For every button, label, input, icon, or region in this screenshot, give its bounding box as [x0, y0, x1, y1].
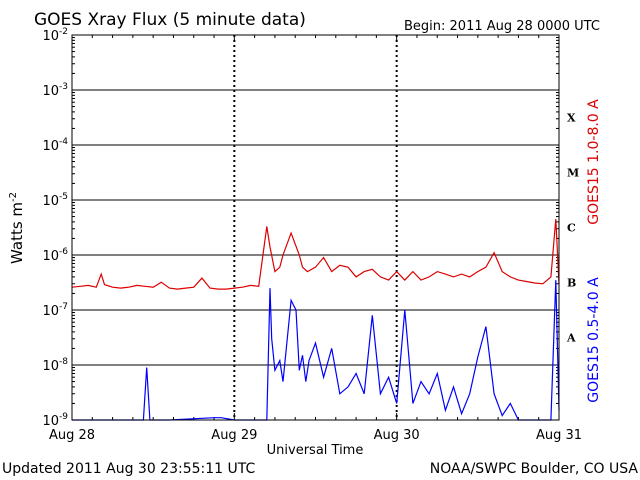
- x-tick-label-2: Aug 30: [374, 428, 420, 443]
- y-tick-exp-6: -3: [59, 82, 68, 92]
- flare-class-m: M: [567, 167, 579, 180]
- y-tick-label-2: 10-7: [42, 302, 68, 319]
- x-axis-label: Universal Time: [267, 443, 364, 458]
- begin-date: Begin: 2011 Aug 28 0000 UTC: [404, 19, 600, 34]
- y-tick-label-7: 10-2: [42, 27, 68, 44]
- y-tick-exp-5: -4: [59, 137, 68, 147]
- y-tick-exp-1: -8: [59, 357, 68, 367]
- x-tick-label-1: Aug 29: [211, 428, 257, 443]
- legend-short-channel: GOES15 0.5-4.0 A: [586, 277, 602, 403]
- y-tick-label-0: 10-9: [42, 412, 68, 429]
- flare-class-c: C: [567, 222, 576, 235]
- y-tick-exp-0: -9: [59, 412, 68, 422]
- x-tick-label-3: Aug 31: [536, 428, 582, 443]
- day-markers: [233, 35, 398, 420]
- y-axis-label-text: Watts m: [8, 202, 26, 264]
- plot-frame: [71, 34, 560, 421]
- y-tick-exp-4: -5: [59, 192, 68, 202]
- y-tick-exp-2: -7: [59, 302, 68, 312]
- flare-class-x: X: [567, 112, 576, 125]
- x-axis-ticks: Aug 28 Aug 29 Aug 30 Aug 31: [49, 35, 582, 443]
- legend-long-channel: GOES15 1.0-8.0 A: [586, 99, 602, 225]
- y-tick-base-3: 10: [42, 249, 59, 264]
- y-tick-exp-3: -6: [59, 247, 68, 257]
- grid-lines: [72, 89, 559, 366]
- y-tick-base-5: 10: [42, 139, 59, 154]
- y-tick-label-6: 10-3: [42, 82, 68, 99]
- y-axis-label-sup: -2: [8, 192, 19, 202]
- y-tick-label-3: 10-6: [42, 247, 68, 264]
- y-tick-base-7: 10: [42, 29, 59, 44]
- series-group: [71, 219, 560, 421]
- credit-text: NOAA/SWPC Boulder, CO USA: [430, 461, 639, 477]
- series-line-1: [72, 280, 560, 421]
- y-axis-ticks: 10-910-810-710-610-510-410-310-2: [42, 27, 559, 429]
- y-axis-label: Watts m-2: [8, 192, 26, 264]
- y-tick-base-2: 10: [42, 304, 59, 319]
- y-tick-base-0: 10: [42, 414, 59, 429]
- series-line-0: [71, 219, 560, 290]
- x-tick-label-0: Aug 28: [49, 428, 95, 443]
- flare-class-b: B: [567, 277, 576, 290]
- updated-timestamp: Updated 2011 Aug 30 23:55:11 UTC: [2, 461, 255, 477]
- y-tick-exp-7: -2: [59, 27, 68, 37]
- flare-class-a: A: [566, 332, 576, 345]
- chart-title: GOES Xray Flux (5 minute data): [34, 10, 306, 30]
- y-tick-base-4: 10: [42, 194, 59, 209]
- y-tick-label-5: 10-4: [42, 137, 68, 154]
- y-tick-label-1: 10-8: [42, 357, 68, 374]
- flare-class-labels: A B C M X: [566, 112, 579, 345]
- y-tick-base-6: 10: [42, 84, 59, 99]
- y-tick-base-1: 10: [42, 359, 59, 374]
- y-tick-label-4: 10-5: [42, 192, 68, 209]
